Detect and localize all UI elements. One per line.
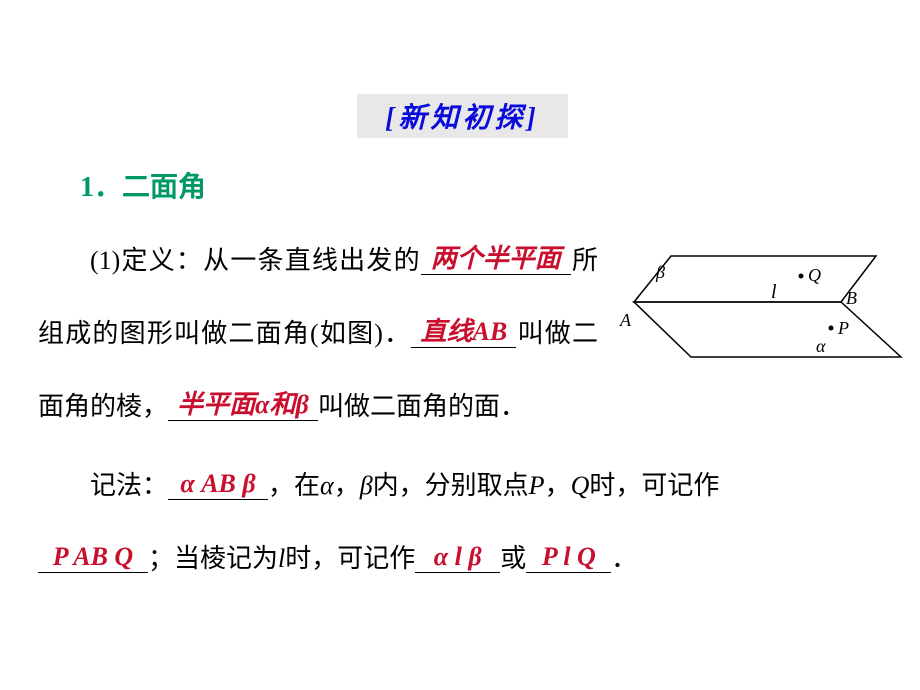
notation-prefix: 记法： [90,471,168,500]
plane-alpha [634,302,901,357]
dihedral-angle-diagram: A B P Q l α β [616,248,912,364]
plane-beta [634,256,876,302]
notation-end: ． [611,544,637,573]
point-p [829,326,834,331]
blank-notation-4: P ­l­ Q [526,541,611,573]
header-box: [新知初探] [355,92,570,140]
blank-two-half-planes: 两个半平面 [421,243,571,275]
section-title: 1．二面角 [80,165,206,205]
section-number: 1． [80,172,122,203]
label-alpha: α [816,336,826,356]
label-l: l [771,281,777,303]
section-name: 二面角 [122,172,206,203]
notation-or: 或 [500,544,526,573]
blank-notation-1: α­ AB­ β [168,468,268,500]
label-beta: β [655,262,665,282]
def-suffix3: 叫做二面角的面． [318,392,526,421]
notation-mid2: ；当棱记为l时，可记作 [148,544,415,573]
blank-notation-2: P­ AB­ Q [38,541,148,573]
label-a: A [619,310,632,330]
label-q-text: Q [808,265,821,285]
point-q [799,274,804,279]
blank-line-ab: 直线AB [411,316,516,348]
blank-half-planes: 半平面α和β [168,389,318,421]
header-title: [新知初探] [385,96,540,136]
label-p-text: P [837,318,849,338]
def-prefix: (1)定义：从一条直线出发的 [90,246,421,275]
label-b: B [846,288,857,308]
notation-mid1: ，在α，β内，分别取点P，Q时，可记作 [268,471,719,500]
blank-notation-3: α ­l ­β [415,541,500,573]
content-block-1: (1)定义：从一条直线出发的两个半平面所组成的图形叫做二面角(如图)．直线AB叫… [38,225,598,443]
content-block-2: 记法：α­ AB­ β，在α，β内，分别取点P，Q时，可记作 P­ AB­ Q；… [38,450,888,596]
